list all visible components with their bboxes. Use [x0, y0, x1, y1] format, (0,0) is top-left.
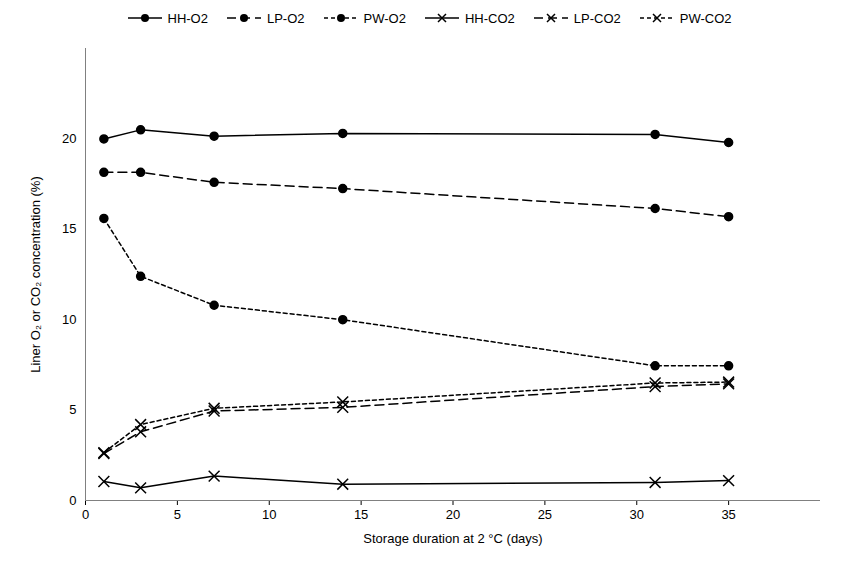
svg-text:20: 20	[62, 131, 76, 146]
html-text:PW-CO2: PW-CO2	[679, 10, 732, 26]
html-text:LP-O2: LP-O2	[267, 10, 305, 26]
svg-text:20: 20	[446, 507, 460, 522]
svg-text:25: 25	[538, 507, 552, 522]
html-text:HH-O2: HH-O2	[167, 10, 208, 26]
svg-text:15: 15	[354, 507, 368, 522]
html-text:PW-O2: PW-O2	[363, 10, 406, 26]
svg-text:15: 15	[62, 221, 76, 236]
svg-text:0: 0	[82, 507, 89, 522]
svg-text:Liner O₂ or CO₂ concentration: Liner O₂ or CO₂ concentration (%)	[28, 176, 43, 373]
svg-text:10: 10	[62, 312, 76, 327]
svg-text:35: 35	[721, 507, 735, 522]
svg-text:5: 5	[69, 402, 76, 417]
html-text:HH-CO2: HH-CO2	[464, 10, 515, 26]
svg-text:0: 0	[69, 493, 76, 508]
svg-text:5: 5	[174, 507, 181, 522]
svg-text:10: 10	[262, 507, 276, 522]
svg-text:Storage duration at 2 °C (days: Storage duration at 2 °C (days)	[363, 531, 542, 546]
svg-text:30: 30	[630, 507, 644, 522]
html-text:LP-CO2: LP-CO2	[573, 10, 621, 26]
